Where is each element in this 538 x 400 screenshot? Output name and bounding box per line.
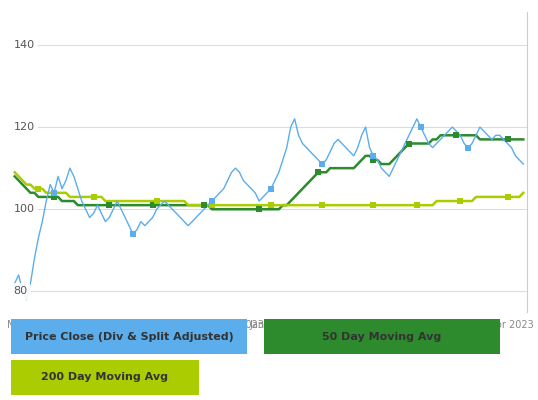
FancyBboxPatch shape (11, 319, 247, 354)
Text: 50 Day Moving Avg: 50 Day Moving Avg (322, 332, 442, 342)
Text: Price Close (Div & Split Adjusted): Price Close (Div & Split Adjusted) (25, 332, 233, 342)
Text: 80: 80 (13, 286, 27, 296)
Text: 100: 100 (13, 204, 34, 214)
Text: 120: 120 (13, 122, 34, 132)
Text: 140: 140 (13, 40, 34, 50)
FancyBboxPatch shape (11, 360, 199, 395)
Text: 200 Day Moving Avg: 200 Day Moving Avg (41, 372, 168, 382)
FancyBboxPatch shape (264, 319, 500, 354)
